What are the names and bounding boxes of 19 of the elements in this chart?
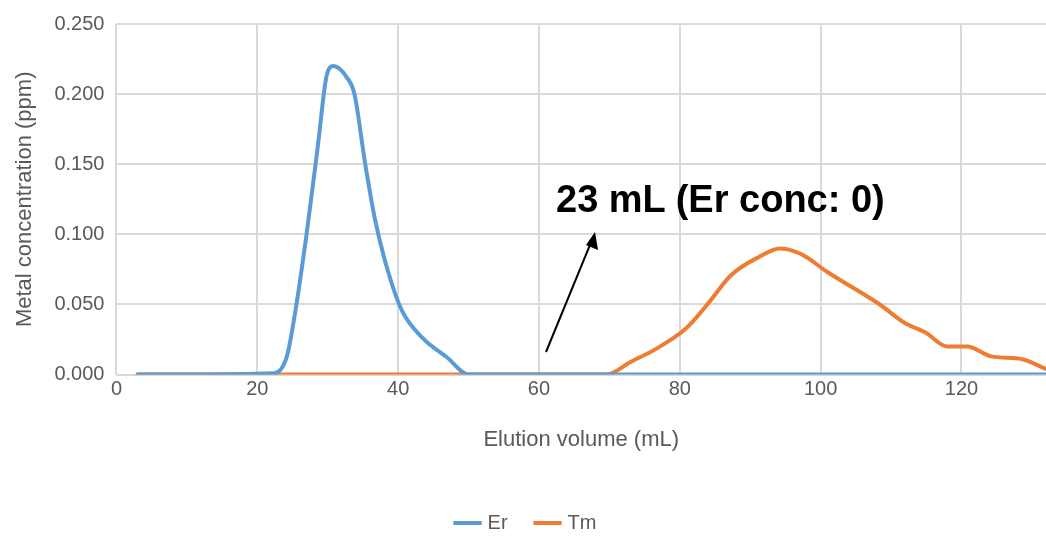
x-tick-label: 120 <box>944 377 979 400</box>
x-tick-label: 80 <box>668 377 691 400</box>
y-tick-label: 0.050 <box>54 292 105 314</box>
y-tick-label: 0.000 <box>54 362 105 385</box>
x-tick-label: 60 <box>527 377 551 400</box>
y-tick-label: 0.200 <box>54 81 105 104</box>
y-axis-title: Metal concentration (ppm) <box>11 71 37 328</box>
x-axis-title: Elution volume (mL) <box>483 425 680 451</box>
line-series <box>135 64 1046 375</box>
y-tick-label: 0.150 <box>54 151 105 174</box>
x-tick-label: 0 <box>110 377 123 400</box>
x-tick-label: 100 <box>803 377 838 400</box>
legend-label: Er <box>487 510 508 533</box>
annotation: 23 mL (Er conc: 0) <box>556 178 885 221</box>
y-tick-label: 0.250 <box>54 11 105 34</box>
legend-label: Tm <box>567 510 597 533</box>
y-tick-label: 0.100 <box>54 221 105 244</box>
x-tick-label: 20 <box>246 377 269 400</box>
x-tick-label: 40 <box>387 377 410 400</box>
